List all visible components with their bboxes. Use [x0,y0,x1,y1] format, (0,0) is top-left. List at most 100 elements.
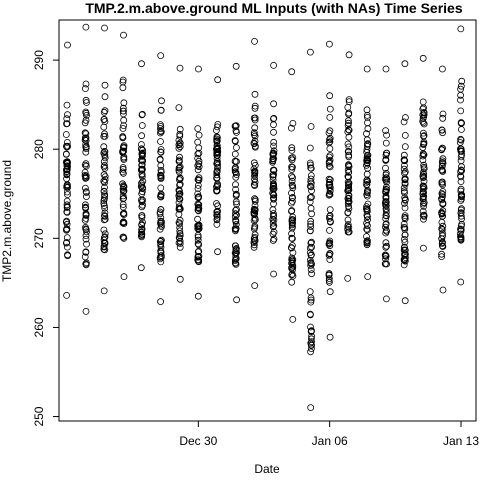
data-point [400,235,408,243]
data-point [306,144,314,152]
data-point [156,155,164,163]
data-point [458,193,465,201]
data-point [269,223,277,231]
data-point [157,221,165,229]
data-point [364,273,372,281]
data-point [157,193,165,201]
data-point [157,214,165,222]
data-point [401,157,409,165]
data-point [401,114,409,121]
data-point [438,218,446,226]
data-point [250,129,258,137]
data-point [213,133,221,141]
data-point [82,203,89,211]
data-point [307,164,315,172]
data-point [326,114,334,121]
data-point [307,262,315,270]
data-point [82,307,90,315]
data-point [289,120,297,127]
data-point [288,163,296,171]
data-point [269,219,277,227]
data-point [194,162,202,170]
data-point [156,171,164,179]
data-point [306,249,314,256]
data-point [270,100,278,108]
data-point [213,171,221,179]
data-point [101,191,108,199]
data-point [289,249,297,257]
data-point [232,259,240,267]
data-point [119,195,127,203]
data-point [382,206,390,214]
data-point [325,178,333,186]
data-point [157,146,165,153]
data-point [363,140,371,148]
data-point [420,202,428,210]
data-point [139,201,147,209]
data-point [101,212,108,219]
data-point [457,236,465,244]
data-point [345,143,353,151]
data-point [363,157,371,164]
data-point [194,222,202,230]
data-point [119,165,127,173]
data-point [250,131,258,139]
data-point [270,142,278,150]
data-point [401,196,409,204]
data-point [81,171,89,179]
data-point [176,234,184,242]
data-point [325,162,333,170]
data-point [214,248,222,256]
x-tick-label: Dec 30 [179,434,217,448]
y-tick-label: 270 [32,228,46,248]
data-point [287,244,295,251]
data-point [82,116,90,124]
data-point [120,142,128,150]
data-point [101,195,108,203]
data-point [120,122,127,129]
data-point [157,175,165,183]
data-point [251,178,259,186]
data-point [63,101,71,109]
data-point [420,177,428,185]
data-point [438,166,446,174]
data-point [457,107,465,115]
data-point [156,125,164,132]
data-point [63,166,70,174]
data-point [270,138,278,146]
data-point [326,105,334,113]
data-point [120,234,128,242]
data-point [306,182,314,190]
data-point [288,197,296,205]
data-point [212,183,220,191]
data-point [100,177,108,185]
data-point [250,217,258,224]
data-point [157,52,165,59]
data-point [120,218,127,226]
data-point [82,80,90,88]
data-point [231,257,239,264]
data-point [269,206,277,214]
data-point [157,247,165,255]
data-point [308,270,316,278]
data-point [251,102,259,110]
data-point [63,142,70,150]
data-point [157,168,165,176]
data-point [251,202,259,209]
data-point [101,246,109,254]
data-point [344,104,352,111]
data-point [63,138,71,146]
data-point [363,106,371,114]
data-point [63,225,71,233]
data-point [457,157,465,165]
x-tick-label: Jan 06 [312,434,348,448]
data-point [83,259,90,267]
data-point [63,170,71,178]
data-point [400,255,408,263]
data-point [419,119,427,127]
data-point [101,230,109,238]
data-point [288,156,296,164]
data-point [344,173,352,181]
data-point [401,143,409,151]
data-point [100,236,108,244]
